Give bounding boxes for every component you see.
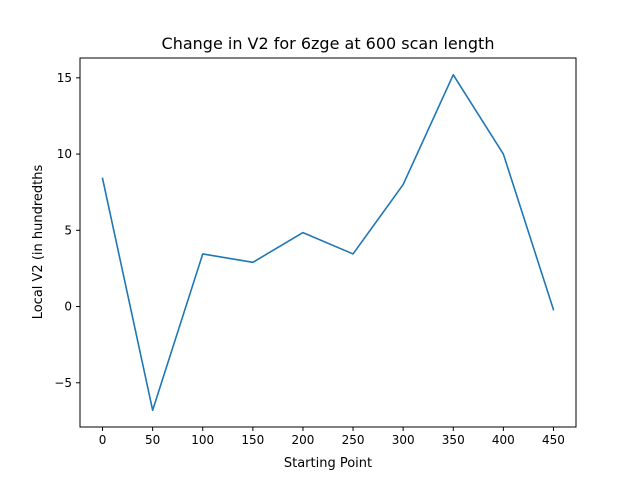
x-tick-label: 350 [442,433,465,447]
y-tick-label: 5 [64,223,72,237]
x-tick-label: 200 [291,433,314,447]
x-axis-label: Starting Point [284,456,372,471]
x-tick-label: 50 [145,433,160,447]
y-tick-label: 0 [64,300,72,314]
y-axis-ticks: −5 0 5 10 15 [54,71,80,390]
x-tick-label: 0 [99,433,107,447]
x-tick-label: 150 [241,433,264,447]
x-tick-label: 400 [492,433,515,447]
chart-title: Change in V2 for 6zge at 600 scan length [162,34,495,53]
x-tick-label: 100 [191,433,214,447]
series-line [101,73,555,412]
y-axis-label: Local V2 (in hundredths [31,164,46,319]
x-tick-label: 250 [342,433,365,447]
plot-area-frame [79,57,577,428]
y-tick-label: 15 [57,71,72,85]
x-tick-label: 300 [392,433,415,447]
x-axis-ticks: 0 50 100 150 200 250 300 350 400 450 [99,427,565,447]
series-layer [101,73,555,412]
x-tick-label: 450 [542,433,565,447]
y-tick-label: −5 [54,376,72,390]
y-tick-label: 10 [57,147,72,161]
